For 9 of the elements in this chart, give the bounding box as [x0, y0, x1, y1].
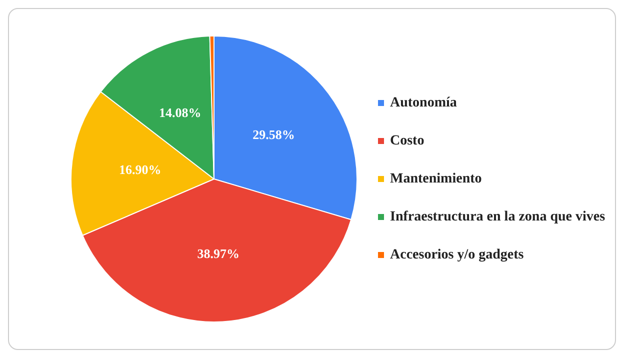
- legend-label: Infraestructura en la zona que vives: [390, 210, 606, 224]
- legend-label: Accesorios y/o gadgets: [390, 248, 524, 262]
- legend-label: Mantenimiento: [390, 172, 482, 186]
- data-label: 14.08%: [159, 105, 202, 120]
- data-label: 29.58%: [252, 126, 295, 142]
- data-label: 38.97%: [197, 246, 240, 261]
- legend-label: Costo: [390, 134, 424, 148]
- data-label: 16.90%: [118, 162, 162, 178]
- legend-label: Autonomía: [390, 96, 457, 110]
